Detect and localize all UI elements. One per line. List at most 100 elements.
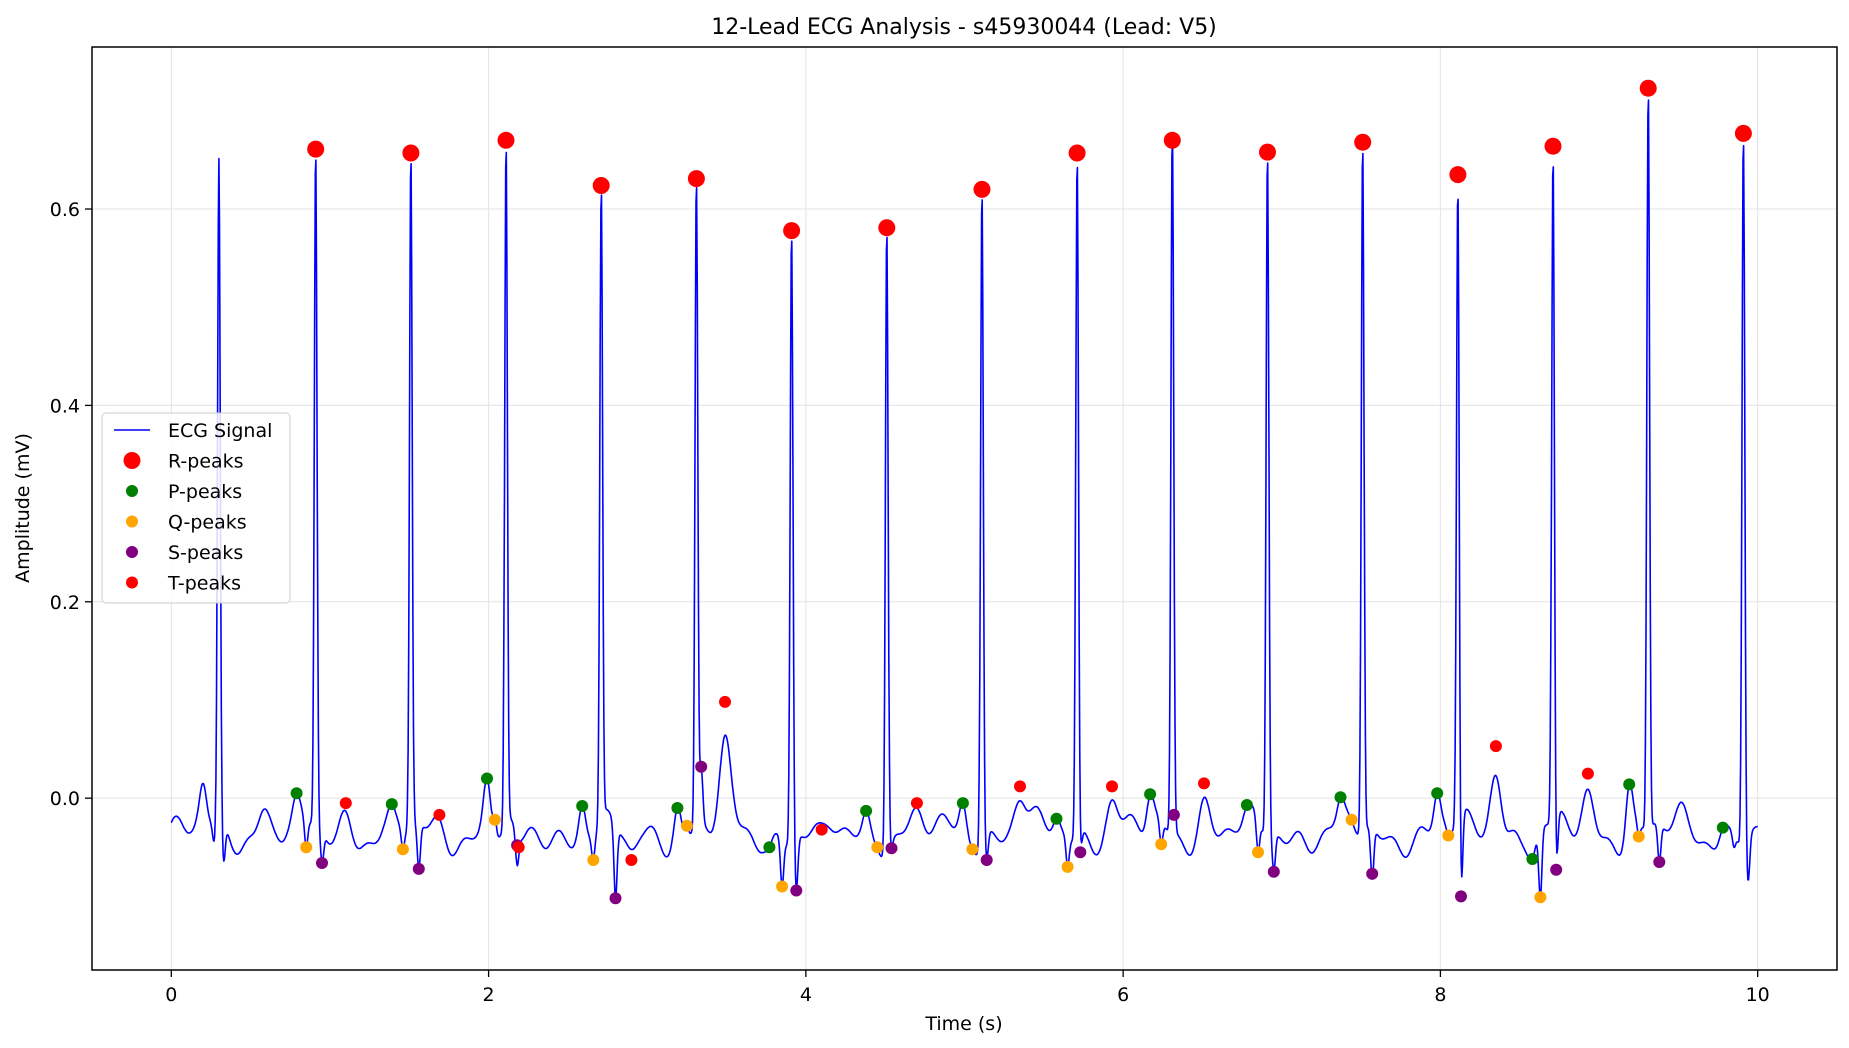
t-peaks-marker [625,854,638,866]
q-peaks-marker [1534,891,1547,904]
r-peaks-marker [1163,131,1181,149]
r-peaks-marker [1259,143,1276,161]
p-peaks-marker [1431,787,1444,800]
grid-lines [92,47,1837,970]
r-peaks-marker [592,177,610,194]
s-peaks-marker [412,862,425,875]
q-peaks-marker [1061,860,1074,873]
r-peaks-marker [402,144,420,162]
t-peaks-marker [815,823,828,836]
x-tick-label: 2 [483,984,495,1006]
q-peaks-marker [1345,813,1358,826]
s-peaks-marker [885,842,898,855]
x-tick-label: 6 [1117,984,1129,1006]
y-tick-label: 0.2 [50,592,80,614]
t-peaks-marker [719,695,731,708]
p-peaks-marker [956,797,969,810]
r-peaks-marker [307,140,325,158]
q-peaks-marker [488,813,501,826]
legend-entry-label: T-peaks [167,573,241,595]
legend-entry-label: P-peaks [168,481,242,503]
t-peaks-marker [433,808,446,821]
r-peaks-marker [1734,124,1752,142]
x-axis-label: Time (s) [924,1013,1002,1035]
q-peaks-marker [1155,838,1168,851]
x-axis-ticks: 0 2 4 6 8 10 [165,970,1770,1006]
r-peaks-marker [1544,137,1562,155]
q-peaks-marker [300,841,313,854]
q-peaks-marker [871,841,884,854]
legend-swatch-marker [123,452,141,469]
t-peaks-marker [1581,767,1594,780]
y-tick-label: 0.6 [50,199,80,221]
p-peaks-marker [290,787,303,800]
t-peaks-marker [910,797,923,810]
legend-swatch-marker [126,576,138,589]
legend: ECG Signal R-peaks P-peaks Q-peaks S-peaks T-… [101,412,291,604]
p-peaks-marker [1716,821,1729,834]
p-peaks-marker [481,772,493,785]
y-axis-ticks: 0.0 0.2 0.4 0.6 [50,199,92,810]
p-peaks-marker [1240,799,1253,811]
q-peaks-marker [776,880,789,893]
r-peaks-marker [1449,166,1467,184]
p-peaks-marker [385,798,398,811]
r-peaks-marker [973,180,991,198]
x-tick-label: 8 [1434,984,1446,1006]
p-peaks-marker [1144,788,1157,801]
r-peaks-marker [687,170,705,188]
s-peaks-marker [316,857,328,869]
y-tick-label: 0.4 [50,395,80,417]
plot-frame [91,46,1838,971]
legend-entry-label: ECG Signal [168,420,272,442]
p-peaks-marker [1334,791,1347,804]
t-peaks-marker [512,841,525,854]
s-peaks-marker [1267,865,1280,878]
legend-swatch-marker [126,515,138,528]
t-peaks-marker [339,797,352,810]
p-peaks-marker [860,804,873,817]
q-peaks-marker [680,819,693,832]
s-peaks-marker [980,854,993,866]
p-peaks-marker [1050,812,1063,825]
s-peaks-marker [695,760,708,773]
r-peaks-marker [783,222,801,240]
p-peaks-marker [1526,853,1539,865]
x-tick-label: 4 [800,984,812,1006]
p-peaks-marker [671,802,684,814]
p-peaks-marker [763,841,776,854]
s-peaks-marker [1167,808,1180,821]
s-peaks-marker [1455,890,1467,903]
q-peaks-marker [966,843,979,856]
s-peaks-marker [790,884,803,897]
r-peaks-marker [497,131,515,149]
r-peaks-marker [1068,144,1086,162]
q-peaks-marker [587,854,600,866]
legend-entry-label: R-peaks [168,451,244,473]
legend-entry-label: Q-peaks [168,512,247,534]
s-peaks-marker [1366,867,1379,880]
r-peaks-marker [1354,133,1372,151]
y-tick-label: 0.0 [50,788,80,810]
marker-layer [290,79,1752,905]
q-peaks-marker [1252,846,1264,859]
t-peaks-marker [1106,780,1118,793]
x-tick-label: 10 [1746,984,1770,1006]
q-peaks-marker [1632,830,1645,843]
p-peaks-marker [1623,778,1636,791]
t-peaks-marker [1198,777,1210,790]
s-peaks-marker [1653,856,1666,868]
q-peaks-marker [396,843,409,856]
s-peaks-marker [1074,846,1087,859]
t-peaks-marker [1014,780,1026,793]
r-peaks-marker [878,219,896,237]
r-peaks-marker [1639,79,1657,97]
s-peaks-marker [609,892,622,905]
legend-entry-label: S-peaks [168,542,243,564]
s-peaks-marker [1550,863,1563,876]
legend-swatch-marker [126,485,138,497]
q-peaks-marker [1442,829,1455,842]
legend-box [101,412,291,604]
y-axis-label: Amplitude (mV) [12,433,34,583]
